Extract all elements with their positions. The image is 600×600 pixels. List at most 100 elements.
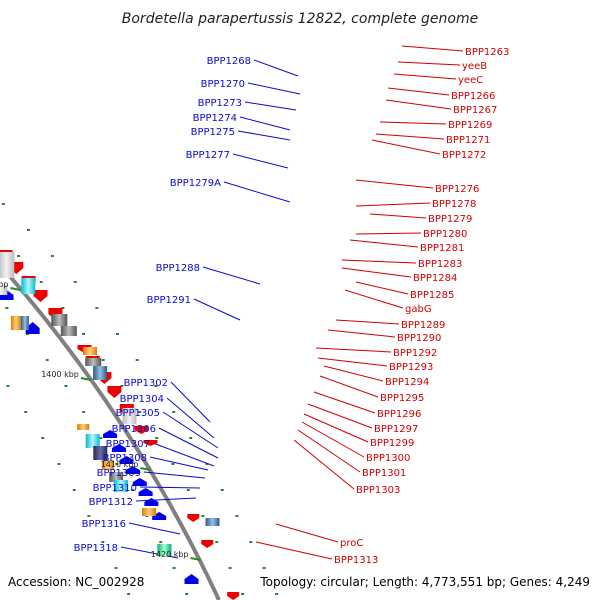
gene-label-left: BPP1279A <box>170 178 221 189</box>
gene-label-right: BPP1269 <box>448 120 492 131</box>
tick-mark <box>1 203 5 205</box>
gene-block <box>85 434 100 448</box>
tick-mark <box>138 411 142 413</box>
tick-mark <box>27 229 30 231</box>
gene-label-right: yeeB <box>462 61 487 72</box>
tick-mark <box>116 333 119 335</box>
gene-label-left: BPP1305 <box>116 408 160 419</box>
tick-mark <box>101 541 105 543</box>
tick-mark <box>228 567 232 569</box>
tick-mark <box>114 567 118 569</box>
scale-tick <box>80 377 92 381</box>
gene-block <box>205 518 220 526</box>
gene-label-left: BPP1274 <box>193 113 237 124</box>
gene-label-right: BPP1283 <box>418 259 462 270</box>
tick-mark <box>205 463 209 465</box>
tick-mark <box>95 307 99 309</box>
gene-label-right: BPP1276 <box>435 184 479 195</box>
label-leader <box>120 546 179 559</box>
label-leader <box>385 99 452 110</box>
minus-strand-gene-arrow <box>143 440 158 446</box>
scale-label: 1420 kbp <box>151 550 189 559</box>
gene-label-left: BPP1291 <box>147 295 191 306</box>
gene-block <box>157 544 172 556</box>
label-leader <box>170 381 211 423</box>
gene-block <box>10 316 21 330</box>
gene-label-right: BPP1313 <box>334 555 378 566</box>
label-leader-lines <box>120 45 464 560</box>
tick-mark <box>189 437 193 439</box>
label-leader <box>303 413 369 443</box>
gene-labels: BPP1268 BPP1270 BPP1273 BPP1274 BPP1275 BPP12… <box>74 47 510 566</box>
gene-label-right: BPP1266 <box>451 91 495 102</box>
gene-block <box>0 285 8 295</box>
label-leader <box>323 365 384 382</box>
label-leader <box>397 61 461 66</box>
gene-label-right: BPP1295 <box>380 393 424 404</box>
tick-mark <box>154 385 158 387</box>
label-leader <box>307 403 373 429</box>
gene-label-right: BPP1263 <box>465 47 509 58</box>
tick-mark <box>130 489 134 491</box>
gene-label-left: BPP1310 <box>93 483 137 494</box>
plus-strand-gene-arrow <box>144 498 159 506</box>
label-leader <box>158 427 219 459</box>
gene-label-left: BPP1309 <box>97 468 141 479</box>
label-leader <box>401 45 464 52</box>
tick-mark <box>127 593 131 595</box>
tick-mark <box>17 255 20 257</box>
label-leader <box>149 456 209 471</box>
tick-mark <box>135 359 139 361</box>
label-leader <box>349 239 419 248</box>
label-leader <box>317 357 388 367</box>
tick-mark <box>99 437 103 439</box>
scale-labels: 1360 kbp1370 kbp1380 kbp1390 kbp1400 kbp… <box>0 280 201 561</box>
gene-label-right: BPP1280 <box>423 229 467 240</box>
gene-label-left: BPP1308 <box>103 453 147 464</box>
tick-mark <box>72 489 76 491</box>
scale-label: 1400 kbp <box>41 370 79 379</box>
tick-mark <box>249 541 253 543</box>
tick-mark <box>235 515 239 517</box>
label-leader <box>255 541 333 560</box>
label-leader <box>327 329 396 338</box>
gene-label-right: BPP1285 <box>410 290 454 301</box>
gene-label-right: gabG <box>405 304 432 315</box>
gene-label-right: BPP1294 <box>385 377 429 388</box>
gene-label-left: BPP1288 <box>156 263 200 274</box>
label-leader <box>371 139 441 155</box>
gene-label-right: BPP1271 <box>446 135 490 146</box>
tick-mark <box>120 385 124 387</box>
plus-strand-gene-arrow <box>112 444 127 452</box>
tick-mark <box>45 359 49 361</box>
plus-strand-gene-arrow <box>138 488 153 496</box>
label-leader <box>223 181 291 203</box>
tick-mark <box>41 437 45 439</box>
gene-block <box>20 316 29 330</box>
gene-block <box>21 278 36 294</box>
tick-mark <box>39 281 43 283</box>
scale-label: 1410 kbp <box>101 460 139 469</box>
gene-label-right: yeeC <box>458 75 483 86</box>
tick-marks <box>1 203 279 595</box>
label-leader <box>344 289 404 309</box>
tick-mark <box>241 593 245 595</box>
label-leader <box>379 121 447 125</box>
tick-mark <box>57 463 61 465</box>
gene-label-right: BPP1289 <box>401 320 445 331</box>
gene-block <box>51 314 68 326</box>
gene-label-right: BPP1278 <box>432 199 476 210</box>
label-leader <box>387 87 450 96</box>
gene-label-left: BPP1304 <box>120 394 164 405</box>
gene-label-right: BPP1281 <box>420 243 464 254</box>
minus-strand-gene-arrow <box>107 386 122 398</box>
label-leader <box>152 442 215 467</box>
gene-label-left: BPP1270 <box>201 79 245 90</box>
label-leader <box>143 471 206 479</box>
label-leader <box>315 347 392 353</box>
plus-strand-gene-arrow <box>125 466 140 474</box>
genome-backbone <box>0 262 221 600</box>
plus-strand-gene-arrow <box>103 430 118 438</box>
label-leader <box>341 267 412 278</box>
